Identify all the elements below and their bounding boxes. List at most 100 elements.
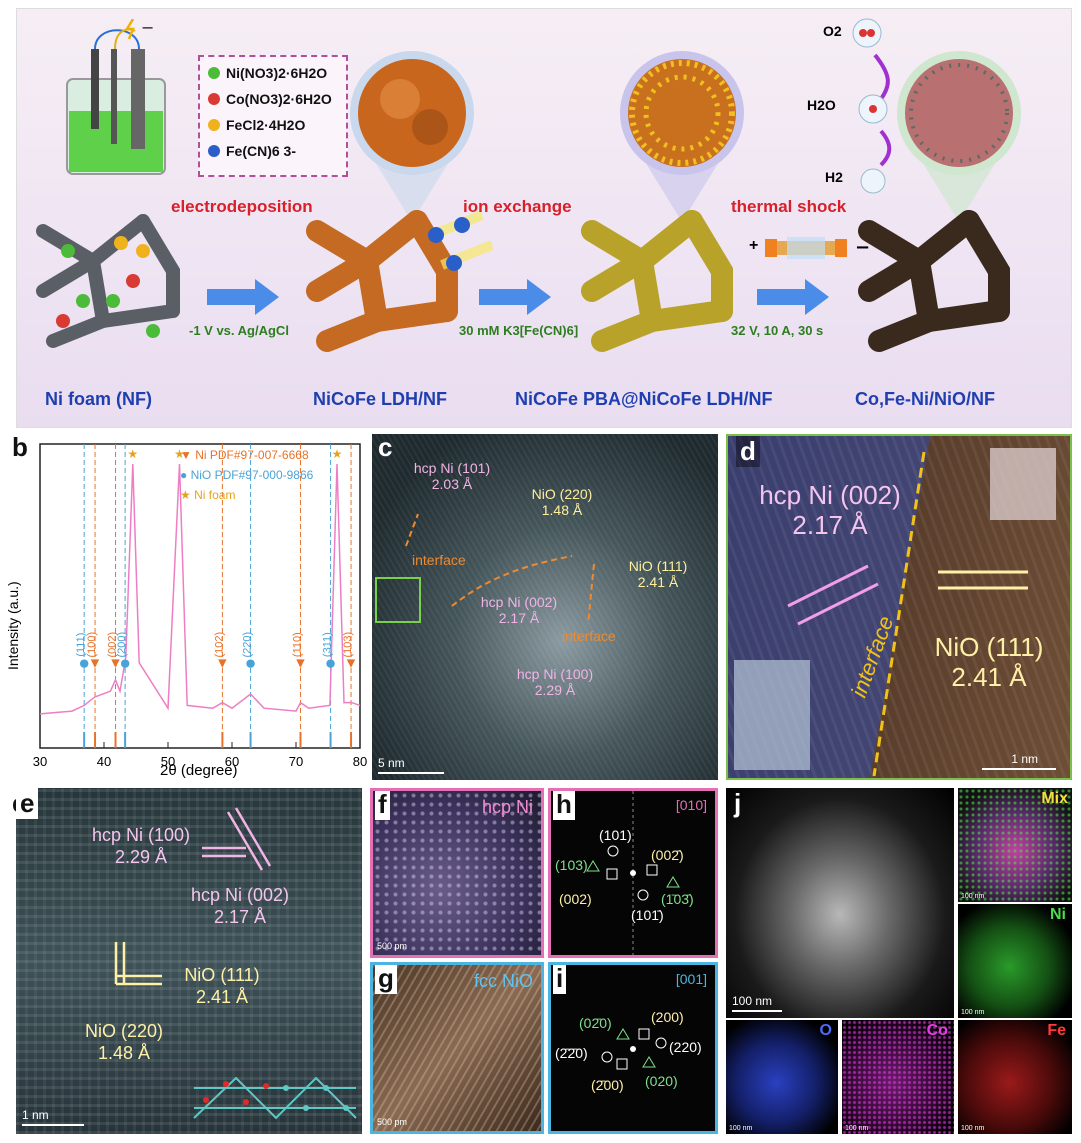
spot-i-200bar: (2̄00): [591, 1077, 624, 1093]
eds-scale-o: 100 nm: [729, 1125, 753, 1132]
material-pba: NiCoFe PBA@NiCoFe LDH/NF: [515, 389, 773, 409]
panel-f-title: hcp Ni: [481, 797, 533, 817]
atomic-image-g: g fcc NiO 500 pm: [370, 962, 544, 1134]
legend-ni-foam-label: Ni foam: [194, 488, 236, 502]
panel-label-f: f: [375, 791, 390, 820]
scale-label-j: 100 nm: [732, 994, 773, 1008]
xrd-foam-star: ★: [174, 447, 185, 461]
ferricyanide-ions-icon: [428, 210, 494, 271]
xrd-peak-marker: ▼: [111, 657, 120, 670]
spot-i-200: (200): [651, 1009, 684, 1025]
eds-scale-co: 100 nm: [845, 1125, 869, 1132]
xrd-xtick-label: 40: [97, 754, 111, 769]
panel-label-g: g: [375, 965, 397, 994]
xrd-frame: [39, 443, 361, 749]
legend-fecl2: FeCl2·4H2O: [226, 117, 306, 133]
xrd-xlabel: 2θ (degree): [160, 762, 238, 779]
hrtem-image-e: e hcp Ni (100) 2.29 Å hcp Ni (002) 2.17 …: [16, 788, 362, 1134]
fft-pattern-h: h [010] (101) (002̄) (103) (002) (1̄03̄)…: [548, 788, 718, 958]
xrd-peak-marker: ●: [79, 657, 89, 670]
eds-scale-mix: 100 nm: [961, 893, 985, 900]
ni-foam-image: [36, 214, 180, 348]
annot-ni-002-e: hcp Ni (002) 2.17 Å: [190, 885, 290, 927]
xrd-ylabel: Intensity (a.u.): [5, 520, 25, 680]
xrd-peak-label: (220): [242, 632, 254, 658]
step-ion-exchange: ion exchange: [463, 197, 572, 216]
eds-map-o: O 100 nm: [726, 1020, 838, 1134]
ldh-zoom-sphere-icon: [350, 51, 474, 222]
interface-markers-d: [734, 448, 1056, 777]
diffraction-spots-h: [586, 791, 680, 955]
spot-h-103bar: (1̄03̄): [661, 891, 694, 907]
interface-lines: [375, 513, 595, 625]
xrd-foam-star: ★: [127, 447, 138, 461]
panel-label-j: j: [734, 788, 742, 818]
hrtem-image-c: c hcp Ni (101) 2.03 Å NiO (220) 1.48 Å N…: [372, 434, 718, 780]
condition-ion-exchange: 30 mM K3[Fe(CN)6]: [459, 323, 579, 338]
interface-label-2: interface: [562, 628, 616, 644]
panel-label-c: c: [378, 434, 393, 462]
annot-nio-220: NiO (220) 1.48 Å: [531, 486, 593, 518]
eds-label-co: Co: [926, 1022, 948, 1039]
xrd-peak-marker: ●: [326, 657, 336, 670]
eds-scale-fe: 100 nm: [961, 1125, 985, 1132]
arrow-right-icon: [757, 279, 829, 315]
atomic-fringes: [373, 965, 541, 1131]
legend-ni-foam: ★ Ni foam: [180, 488, 236, 502]
product-zoom-sphere-icon: [897, 51, 1021, 222]
material-product: Co,Fe-Ni/NiO/NF: [855, 389, 995, 409]
spot-i-220: (220): [669, 1039, 702, 1055]
annot-ni-100: hcp Ni (100) 2.29 Å: [516, 666, 594, 698]
xrd-xtick-label: 30: [33, 754, 47, 769]
pba-foam-image: [581, 210, 733, 352]
reagent-legend: Ni(NO3)2·6H2O Co(NO3)2·6H2O FeCl2·4H2O F…: [198, 55, 348, 177]
eds-map-co: Co 100 nm: [842, 1020, 954, 1134]
eds-dots: [958, 788, 1072, 902]
annot-ni-002: hcp Ni (002) 2.17 Å: [480, 594, 558, 626]
fft-pattern-i: i [001] (02̄0) (200) (2̄2̄0) (220) (2̄00…: [548, 962, 718, 1134]
zone-axis-h: [010]: [675, 797, 707, 813]
xrd-peak-label: (103): [342, 632, 354, 658]
material-ni-foam: Ni foam (NF): [45, 389, 152, 409]
xrd-peak-label: (111): [75, 633, 87, 657]
step-thermal-shock: thermal shock: [731, 197, 847, 216]
ldh-foam-image: [306, 210, 458, 352]
spot-i-220bar: (2̄2̄0): [555, 1045, 588, 1061]
xrd-peak-label: (110): [291, 632, 303, 657]
panel-label-d: d: [736, 436, 760, 467]
condition-electrodeposition: -1 V vs. Ag/AgCl: [189, 323, 289, 338]
annot-ni-100-e: hcp Ni (100) 2.29 Å: [91, 825, 191, 867]
fecl2-dot-icon: [208, 119, 220, 131]
xrd-peak-marker: ▼: [296, 657, 305, 670]
xrd-peak-marker: ▼: [91, 657, 100, 670]
electrochemical-cell-icon: −: [66, 19, 166, 175]
xrd-chart: (111)●(100)▼(002)▼(200)●(102)▼(220)●(110…: [33, 443, 367, 769]
legend-ni-nitrate: Ni(NO3)2·6H2O: [226, 65, 328, 81]
xrd-peak-label: (311): [322, 632, 334, 657]
xrd-peak-label: (102): [213, 632, 225, 658]
annot-nio-111: NiO (111) 2.41 Å: [628, 558, 688, 590]
atomic-columns: [373, 791, 541, 955]
ni-nitrate-dot-icon: [208, 67, 220, 79]
anode-sign: +: [749, 237, 759, 254]
scale-label-g: 500 pm: [377, 1117, 408, 1127]
panel-a-schematic: − Ni(NO3)2·6H2O Co(NO3)2·6H2O FeCl2·4H2O…: [16, 8, 1072, 428]
product-foam-image: [858, 210, 1010, 352]
xrd-peak-marker: ●: [246, 657, 256, 670]
ferricyanide-icon: [208, 145, 220, 157]
spot-i-020bar: (02̄0): [579, 1015, 612, 1031]
panel-label-h: h: [553, 791, 575, 820]
lattice-fringes: [372, 434, 718, 780]
eds-scale-ni: 100 nm: [961, 1009, 985, 1016]
eds-map-ni: Ni 100 nm: [958, 904, 1072, 1018]
legend-ferricyanide: Fe(CN)6 3-: [226, 143, 297, 159]
gas-h2-label: H2: [825, 169, 843, 185]
xrd-xtick-label: 60: [225, 754, 239, 769]
panel-label-b: b: [12, 432, 28, 462]
annot-nio-111-d: NiO (111) 2.41 Å: [934, 632, 1044, 692]
eds-dots: [842, 1020, 954, 1134]
annot-ni-101: hcp Ni (101) 2.03 Å: [413, 460, 491, 492]
gas-o2-label: O2: [823, 23, 842, 39]
panel-g-title: fcc NiO: [473, 971, 533, 991]
spot-h-101: (101): [599, 827, 632, 843]
